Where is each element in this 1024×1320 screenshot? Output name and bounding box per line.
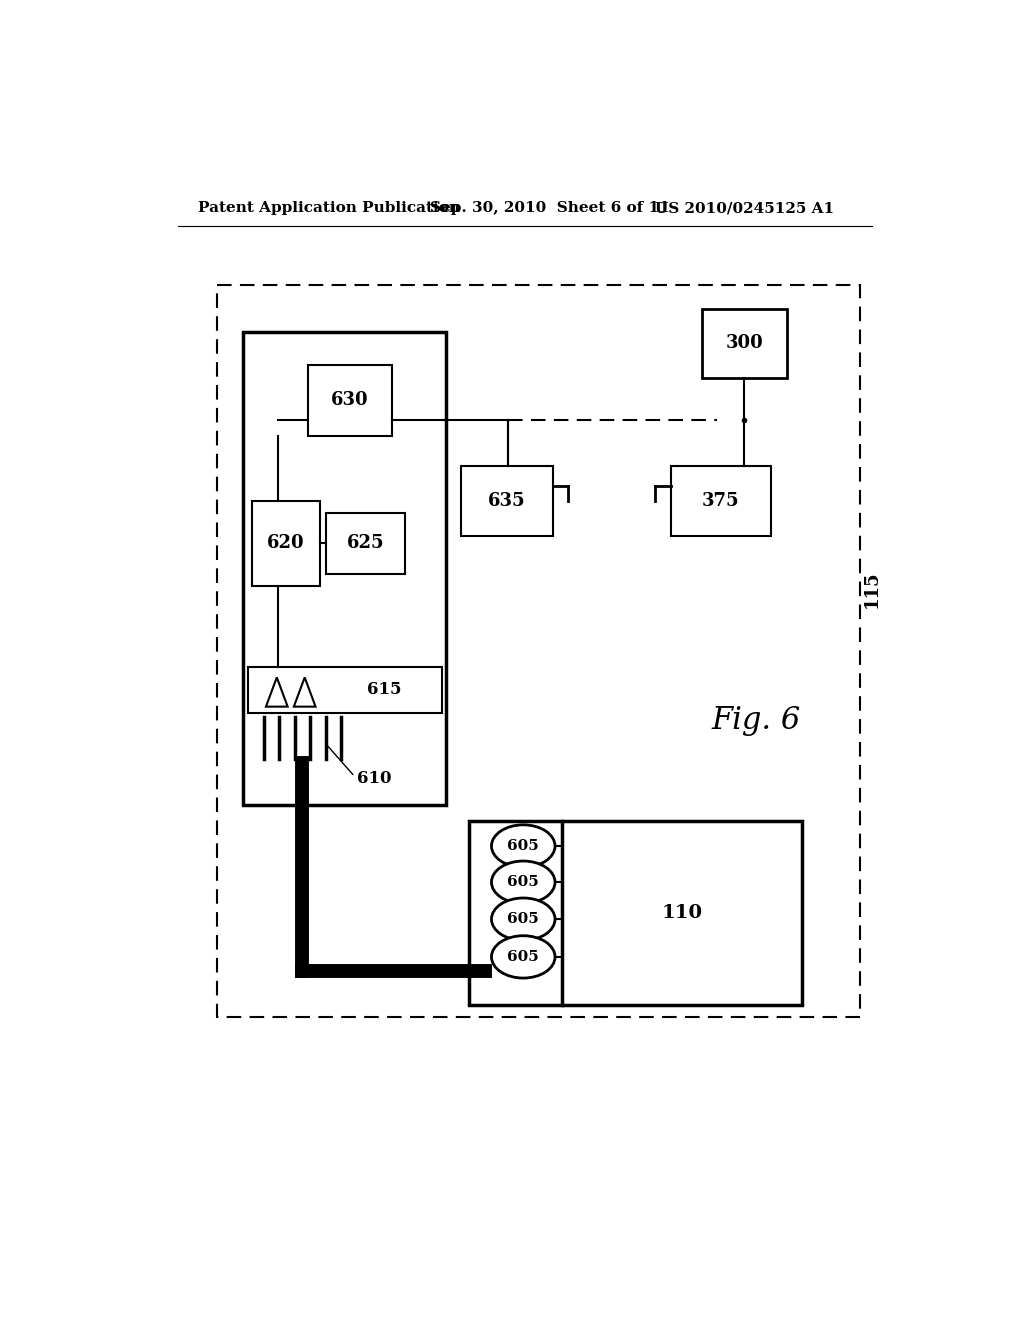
Text: 635: 635 (488, 492, 525, 510)
Polygon shape (461, 466, 553, 536)
Text: US 2010/0245125 A1: US 2010/0245125 A1 (655, 202, 835, 215)
Polygon shape (701, 309, 786, 378)
Ellipse shape (492, 825, 555, 867)
Ellipse shape (492, 861, 555, 903)
Text: 375: 375 (702, 492, 739, 510)
Text: 610: 610 (356, 770, 391, 787)
Text: 300: 300 (725, 334, 763, 352)
Text: 615: 615 (367, 681, 401, 698)
Text: 605: 605 (507, 950, 539, 964)
Text: 630: 630 (331, 391, 369, 409)
Ellipse shape (492, 898, 555, 940)
Polygon shape (252, 502, 321, 586)
Text: 605: 605 (507, 912, 539, 927)
Text: Fig. 6: Fig. 6 (711, 705, 801, 737)
Polygon shape (308, 364, 391, 436)
Text: 625: 625 (347, 535, 384, 552)
Polygon shape (469, 821, 802, 1006)
Polygon shape (243, 331, 445, 805)
Text: 110: 110 (662, 904, 702, 921)
Text: 620: 620 (267, 535, 305, 552)
Polygon shape (326, 512, 406, 574)
Ellipse shape (492, 936, 555, 978)
Text: Sep. 30, 2010  Sheet 6 of 11: Sep. 30, 2010 Sheet 6 of 11 (430, 202, 670, 215)
Polygon shape (671, 466, 771, 536)
Text: 605: 605 (507, 875, 539, 890)
Polygon shape (248, 667, 442, 713)
Text: Patent Application Publication: Patent Application Publication (198, 202, 460, 215)
Text: 115: 115 (863, 570, 881, 609)
Text: 605: 605 (507, 840, 539, 853)
